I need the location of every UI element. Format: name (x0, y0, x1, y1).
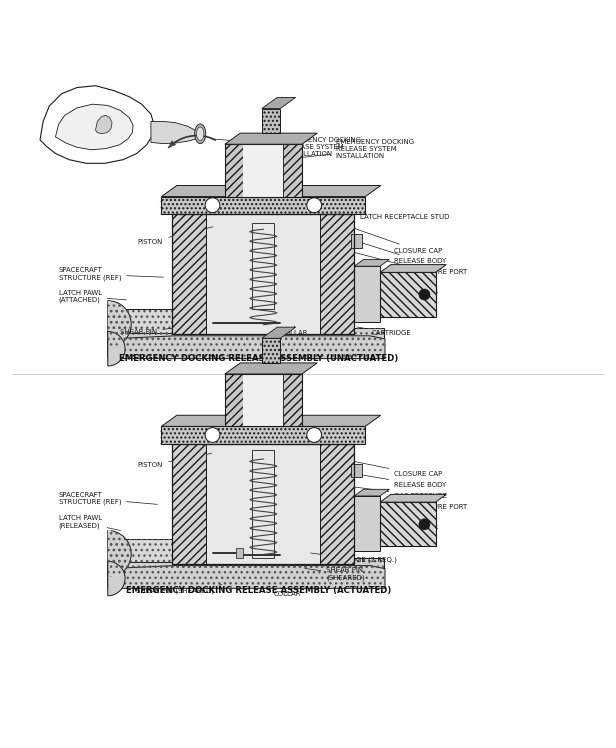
Text: SHEAR PIN
(SHEARED): SHEAR PIN (SHEARED) (304, 568, 365, 581)
Ellipse shape (195, 124, 206, 144)
Wedge shape (108, 561, 125, 595)
Polygon shape (253, 223, 275, 310)
Polygon shape (354, 260, 389, 266)
Wedge shape (108, 331, 125, 366)
Polygon shape (172, 214, 206, 334)
Text: SHEAR PIN: SHEAR PIN (120, 325, 201, 335)
Text: COLLAR: COLLAR (280, 326, 308, 336)
Polygon shape (161, 415, 381, 426)
Circle shape (419, 519, 430, 530)
Text: EMERGENCY DOCKING RELEASE ASSEMBLY (ACTUATED): EMERGENCY DOCKING RELEASE ASSEMBLY (ACTU… (126, 586, 391, 595)
Polygon shape (55, 104, 133, 150)
Polygon shape (380, 502, 436, 547)
Polygon shape (380, 272, 436, 316)
Circle shape (419, 289, 430, 300)
Text: EMERGENCY DOCKING
RELEASE SYSTEM
INSTALLATION: EMERGENCY DOCKING RELEASE SYSTEM INSTALL… (211, 138, 362, 157)
Text: ELECTRICAL
CONNECTOR: ELECTRICAL CONNECTOR (366, 276, 439, 294)
Polygon shape (262, 327, 296, 338)
Text: EMERGENCY DOCKING RELEASE ASSEMBLY (UNACTUATED): EMERGENCY DOCKING RELEASE ASSEMBLY (UNAC… (119, 354, 399, 363)
Polygon shape (108, 301, 111, 348)
Polygon shape (320, 444, 354, 564)
Polygon shape (206, 444, 320, 564)
Polygon shape (225, 363, 317, 374)
Polygon shape (262, 97, 296, 108)
Text: SPACECRAFT
STRUCTURE (REF): SPACECRAFT STRUCTURE (REF) (59, 491, 158, 505)
Polygon shape (108, 310, 384, 335)
Polygon shape (380, 265, 446, 272)
Text: COLLAR: COLLAR (274, 588, 302, 597)
Text: ELECTRICAL
CONNECTOR: ELECTRICAL CONNECTOR (366, 513, 439, 530)
Text: LATCH RECEPTACLE STUD: LATCH RECEPTACLE STUD (314, 203, 450, 220)
Text: RELEASE BODY: RELEASE BODY (351, 473, 447, 488)
Polygon shape (151, 121, 200, 144)
Text: PISTON: PISTON (138, 453, 212, 468)
Polygon shape (262, 338, 280, 363)
Polygon shape (108, 565, 385, 589)
Text: LATCH PAWL
(RELEASED): LATCH PAWL (RELEASED) (59, 515, 121, 530)
Polygon shape (169, 141, 176, 147)
Text: GAS PRESSURE PORT: GAS PRESSURE PORT (351, 499, 468, 510)
Polygon shape (283, 144, 302, 197)
Polygon shape (354, 489, 389, 496)
Polygon shape (108, 530, 111, 577)
Text: SPACECRAFT
STRUCTURE (REF): SPACECRAFT STRUCTURE (REF) (59, 268, 164, 281)
Text: LATCH PAWL
(ATTACHED): LATCH PAWL (ATTACHED) (59, 289, 127, 303)
Polygon shape (108, 539, 384, 565)
Polygon shape (243, 374, 283, 426)
Polygon shape (225, 374, 243, 426)
Circle shape (307, 197, 322, 212)
Polygon shape (108, 557, 384, 568)
Text: CARTRIDGE (2 REQ.): CARTRIDGE (2 REQ.) (310, 553, 397, 563)
Text: CLOSURE CAP: CLOSURE CAP (351, 227, 442, 254)
Wedge shape (108, 530, 131, 577)
Polygon shape (380, 494, 446, 502)
Text: CARTRIDGE: CARTRIDGE (357, 327, 411, 336)
Circle shape (205, 428, 220, 442)
Polygon shape (253, 450, 275, 557)
Polygon shape (225, 133, 317, 144)
Polygon shape (206, 214, 320, 334)
Polygon shape (262, 108, 280, 133)
Text: CLOSURE CAP: CLOSURE CAP (351, 461, 442, 477)
Polygon shape (351, 464, 362, 477)
Circle shape (205, 197, 220, 212)
Polygon shape (161, 426, 365, 444)
Polygon shape (283, 374, 302, 426)
Polygon shape (40, 86, 154, 163)
Circle shape (307, 428, 322, 442)
Wedge shape (108, 301, 131, 348)
Polygon shape (236, 548, 243, 557)
Text: SHEAR PIN (SHEARED): SHEAR PIN (SHEARED) (136, 585, 222, 594)
Polygon shape (320, 214, 354, 334)
Polygon shape (351, 234, 362, 248)
Text: PISTON: PISTON (138, 227, 213, 245)
Polygon shape (95, 115, 112, 134)
Polygon shape (354, 266, 380, 322)
Text: GAS PRESSURE PORT: GAS PRESSURE PORT (351, 251, 468, 275)
Polygon shape (108, 328, 384, 339)
Polygon shape (225, 144, 243, 197)
Polygon shape (354, 496, 380, 551)
Ellipse shape (197, 127, 204, 141)
Polygon shape (161, 186, 381, 197)
Text: GAS PRESSURE: GAS PRESSURE (351, 486, 447, 499)
Polygon shape (108, 336, 385, 358)
Text: EMERGENCY DOCKING
RELEASE SYSTEM
INSTALLATION: EMERGENCY DOCKING RELEASE SYSTEM INSTALL… (258, 139, 414, 162)
Polygon shape (243, 144, 283, 197)
Polygon shape (172, 444, 206, 564)
Polygon shape (161, 197, 365, 214)
Text: RELEASE BODY: RELEASE BODY (351, 239, 447, 264)
